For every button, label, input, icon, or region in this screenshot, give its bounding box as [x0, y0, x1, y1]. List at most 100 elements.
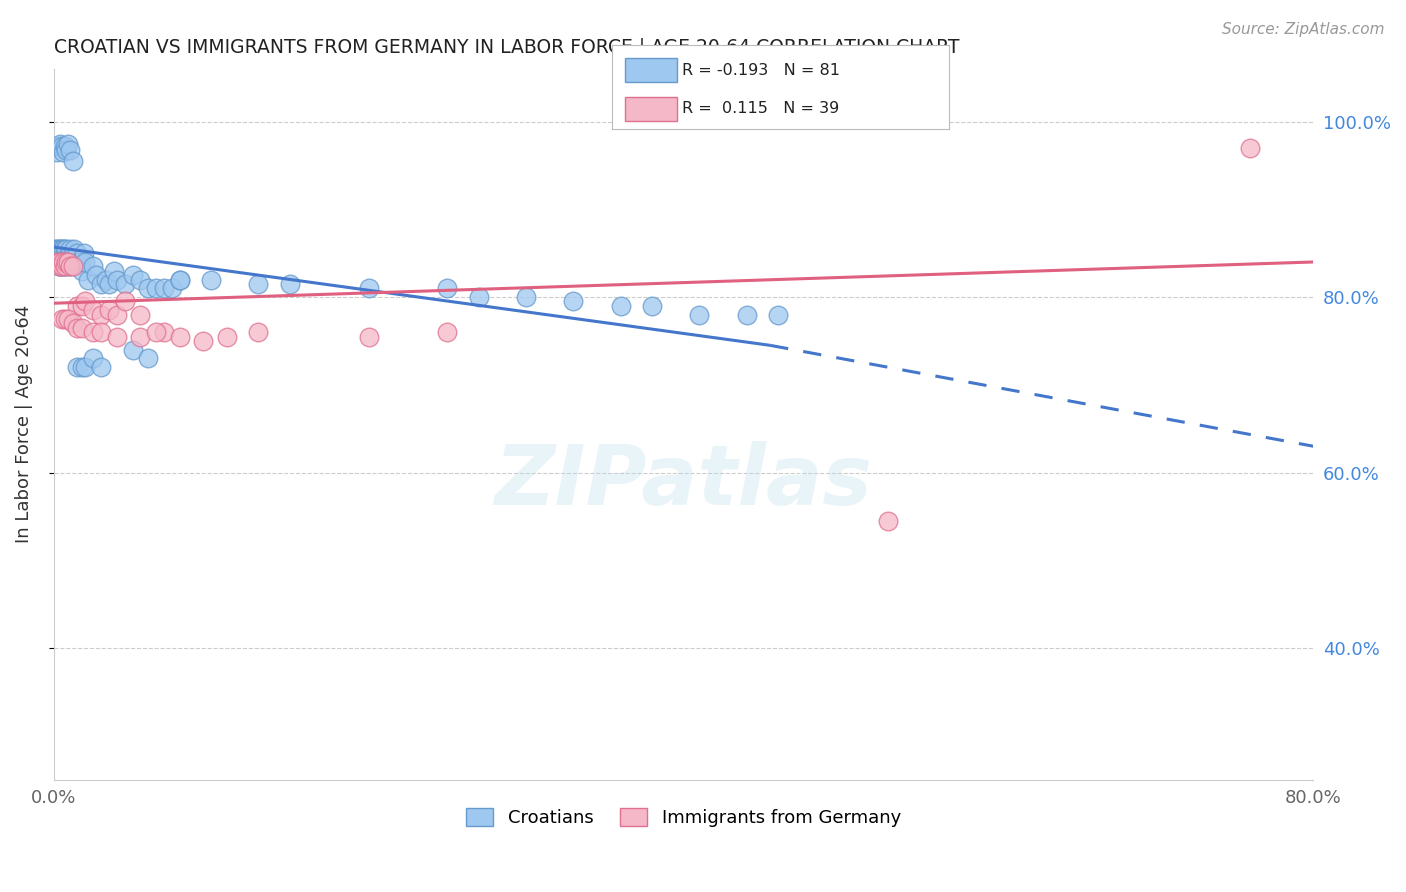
Point — [877, 514, 900, 528]
Text: ZIPatlas: ZIPatlas — [495, 441, 873, 522]
Point — [65, 255, 87, 269]
Point — [90, 360, 112, 375]
Point — [55, 143, 77, 157]
Point — [60, 260, 83, 274]
Point — [53, 260, 76, 274]
Point — [51, 260, 73, 274]
Point — [48, 260, 70, 274]
Point — [52, 255, 75, 269]
Point — [70, 299, 93, 313]
Point — [609, 299, 631, 313]
Y-axis label: In Labor Force | Age 20-64: In Labor Force | Age 20-64 — [15, 305, 32, 543]
Point — [70, 320, 93, 334]
Point — [56, 260, 79, 274]
Point — [82, 303, 104, 318]
Point — [66, 246, 89, 260]
Point — [48, 242, 70, 256]
Legend: Croatians, Immigrants from Germany: Croatians, Immigrants from Germany — [458, 801, 908, 835]
Bar — [626, 97, 678, 120]
Point — [145, 281, 167, 295]
Text: R =  0.115   N = 39: R = 0.115 N = 39 — [682, 101, 839, 116]
Point — [129, 329, 152, 343]
Point — [53, 251, 76, 265]
Point — [58, 260, 80, 274]
Point — [215, 329, 238, 343]
Point — [62, 154, 84, 169]
Point — [82, 260, 104, 274]
Point — [66, 299, 89, 313]
Point — [94, 272, 117, 286]
Point — [56, 255, 79, 269]
Point — [515, 290, 537, 304]
Point — [52, 260, 75, 274]
Point — [86, 268, 108, 282]
Text: R = -0.193   N = 81: R = -0.193 N = 81 — [682, 62, 839, 78]
Point — [357, 281, 380, 295]
Point — [200, 272, 222, 286]
Point — [103, 264, 125, 278]
Point — [51, 312, 73, 326]
Point — [247, 325, 270, 339]
Point — [46, 255, 69, 269]
Point — [90, 277, 112, 291]
Point — [48, 251, 70, 265]
Point — [48, 139, 70, 153]
Point — [114, 277, 136, 291]
Text: CROATIAN VS IMMIGRANTS FROM GERMANY IN LABOR FORCE | AGE 20-64 CORRELATION CHART: CROATIAN VS IMMIGRANTS FROM GERMANY IN L… — [53, 37, 959, 57]
Point — [160, 281, 183, 295]
Point — [90, 325, 112, 339]
Point — [46, 255, 69, 269]
Point — [49, 251, 72, 265]
Point — [58, 251, 80, 265]
Point — [55, 255, 77, 269]
Point — [641, 299, 664, 313]
Point — [53, 312, 76, 326]
Point — [52, 251, 75, 265]
Point — [129, 308, 152, 322]
Point — [51, 242, 73, 256]
Point — [62, 260, 84, 274]
Point — [75, 360, 97, 375]
Point — [75, 255, 97, 269]
Point — [51, 139, 73, 153]
Point — [136, 281, 159, 295]
Point — [136, 351, 159, 366]
Point — [82, 351, 104, 366]
Point — [436, 325, 458, 339]
Point — [105, 272, 128, 286]
Point — [90, 308, 112, 322]
Point — [169, 272, 191, 286]
Point — [48, 260, 70, 274]
Text: Source: ZipAtlas.com: Source: ZipAtlas.com — [1222, 22, 1385, 37]
Point — [562, 294, 585, 309]
Point — [105, 329, 128, 343]
Point — [97, 277, 120, 291]
Point — [357, 329, 380, 343]
Point — [468, 290, 491, 304]
Point — [121, 343, 143, 357]
Point — [49, 260, 72, 274]
Point — [70, 264, 93, 278]
Point — [82, 325, 104, 339]
Point — [46, 145, 69, 160]
Point — [247, 277, 270, 291]
Point — [193, 334, 215, 348]
Point — [66, 320, 89, 334]
Point — [49, 136, 72, 151]
Point — [58, 143, 80, 157]
Point — [53, 139, 76, 153]
Point — [75, 294, 97, 309]
Bar — [626, 58, 678, 82]
Point — [49, 242, 72, 256]
Point — [77, 272, 100, 286]
Point — [52, 242, 75, 256]
Point — [63, 242, 86, 256]
Point — [51, 260, 73, 274]
Point — [66, 360, 89, 375]
Point — [145, 325, 167, 339]
Point — [58, 242, 80, 256]
Point — [67, 255, 90, 269]
Point — [62, 251, 84, 265]
Point — [1239, 141, 1261, 155]
Point — [56, 251, 79, 265]
